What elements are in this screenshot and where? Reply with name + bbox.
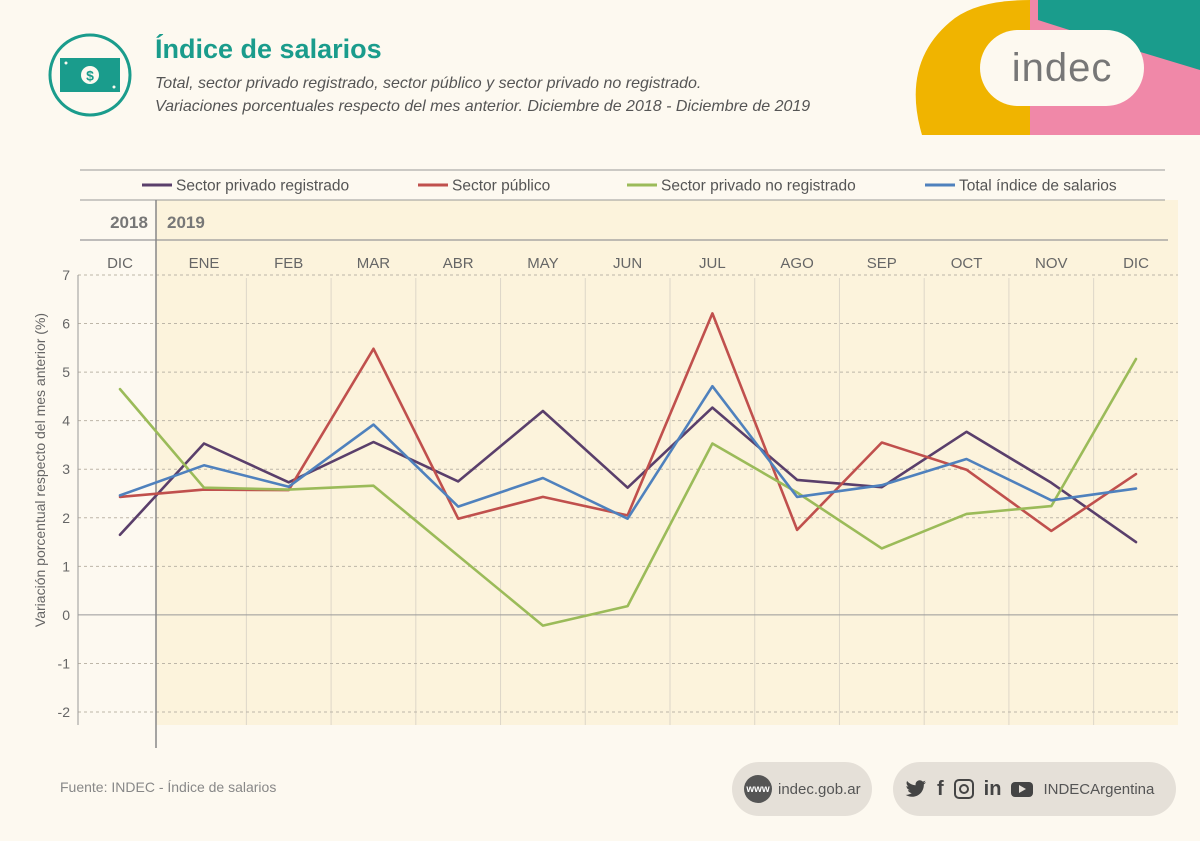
y-tick-label: 4 [62,413,70,429]
instagram-icon[interactable] [953,779,974,799]
social-handle: INDECArgentina [1043,780,1155,798]
x-tick-label: SEP [867,255,897,272]
legend-label: Total índice de salarios [959,178,1117,195]
svg-text:$: $ [86,68,94,84]
x-tick-label: ABR [443,255,474,272]
y-tick-label: 2 [62,510,70,526]
x-tick-label: NOV [1035,255,1068,272]
linkedin-icon[interactable]: in [983,777,1002,800]
y-tick-label: 1 [62,558,70,574]
legend-label: Sector privado no registrado [661,178,856,195]
youtube-icon[interactable] [1011,781,1034,797]
series-line [118,406,1138,544]
series-line [118,384,1138,521]
website-label: indec.gob.ar [778,780,861,798]
x-tick-label: FEB [274,255,303,272]
x-tick-label: AGO [780,255,813,272]
y-tick-label: 3 [62,461,70,477]
x-tick-label: DIC [107,255,133,272]
indec-logo: indec [980,30,1144,106]
y-tick-label: 6 [62,316,70,332]
money-bill-icon: $ [48,33,132,117]
y-tick-label: -2 [58,704,71,720]
y-tick-label: -1 [58,655,71,671]
x-tick-label: MAR [357,255,391,272]
x-tick-label: JUN [613,255,642,272]
y-tick-label: 5 [62,364,70,380]
x-tick-label: JUL [699,255,726,272]
subtitle-line-2: Variaciones porcentuales respecto del me… [155,98,811,115]
y-axis-label: Variación porcentual respecto del mes an… [32,313,48,627]
y-tick-label: 7 [62,267,70,283]
www-icon: www [744,775,772,803]
social-links: f in INDECArgentina [893,762,1176,816]
subtitle-line-1: Total, sector privado registrado, sector… [155,75,702,92]
website-link[interactable]: www indec.gob.ar [732,762,872,816]
series-line [118,357,1138,627]
page-title: Índice de salarios [155,34,382,64]
y-tick-label: 0 [62,607,70,623]
x-tick-label: MAY [527,255,558,272]
chart: -2 -1 0 1 2 3 4 5 6 7 Variación porcentual respect… [32,169,1178,748]
legend-label: Sector público [452,178,550,195]
x-tick-label: OCT [951,255,983,272]
legend-label: Sector privado registrado [176,178,349,195]
x-tick-label: ENE [189,255,220,272]
twitter-icon[interactable] [905,780,927,798]
year-label: 2019 [167,213,205,232]
year-label: 2018 [110,213,148,232]
source-note: Fuente: INDEC - Índice de salarios [60,779,277,795]
x-tick-label: DIC [1123,255,1149,272]
page-subtitle: Total, sector privado registrado, sector… [155,72,810,118]
facebook-icon[interactable]: f [937,777,944,800]
